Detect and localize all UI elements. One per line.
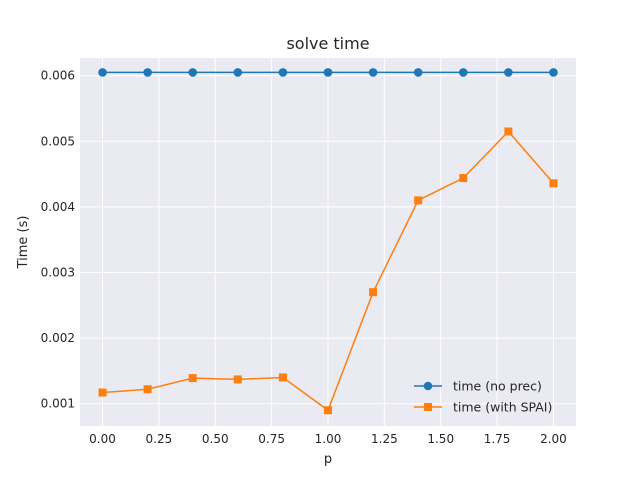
data-point xyxy=(504,127,513,136)
series-layer xyxy=(98,68,558,415)
data-point xyxy=(233,375,242,384)
x-tick-label: 1.00 xyxy=(315,432,342,446)
legend: time (no prec) time (with SPAI) xyxy=(414,379,552,415)
data-point xyxy=(143,68,152,77)
data-point xyxy=(323,68,333,77)
legend-marker xyxy=(423,381,433,391)
y-axis-ticks: 0.001 0.002 0.003 0.004 0.005 0.006 xyxy=(41,69,75,411)
legend-marker xyxy=(424,403,432,411)
data-point xyxy=(549,179,558,188)
data-point xyxy=(143,385,152,394)
x-axis-label: p xyxy=(324,452,332,467)
y-axis-label: Time (s) xyxy=(16,216,31,270)
chart-title: solve time xyxy=(286,34,369,53)
data-point xyxy=(368,68,378,77)
legend-label: time (no prec) xyxy=(453,379,542,394)
x-tick-label: 0.50 xyxy=(202,432,229,446)
data-point xyxy=(369,288,378,297)
data-point xyxy=(459,174,468,183)
y-tick-label: 0.004 xyxy=(41,200,75,214)
legend-label: time (with SPAI) xyxy=(453,400,552,415)
x-tick-label: 1.25 xyxy=(371,432,398,446)
data-point xyxy=(98,68,107,77)
data-point xyxy=(458,68,468,77)
data-point xyxy=(278,373,287,382)
y-tick-label: 0.003 xyxy=(41,266,75,280)
y-tick-label: 0.001 xyxy=(41,397,75,411)
data-point xyxy=(188,68,198,77)
data-point xyxy=(413,68,423,77)
x-tick-label: 1.75 xyxy=(484,432,511,446)
series-2 xyxy=(98,127,558,415)
data-point xyxy=(233,68,243,77)
data-point xyxy=(504,68,513,77)
data-point xyxy=(188,374,197,383)
y-tick-label: 0.006 xyxy=(41,69,75,83)
y-tick-label: 0.005 xyxy=(41,134,75,148)
data-point xyxy=(414,196,423,205)
x-tick-label: 0.00 xyxy=(89,432,116,446)
data-point xyxy=(278,68,288,77)
y-tick-label: 0.002 xyxy=(41,331,75,345)
x-tick-label: 1.50 xyxy=(427,432,454,446)
data-point xyxy=(549,68,558,77)
data-point xyxy=(324,406,332,415)
series-1 xyxy=(98,68,558,77)
x-axis-ticks: 0.00 0.25 0.50 0.75 1.00 1.25 1.50 1.75 2.00 xyxy=(89,432,567,446)
x-tick-label: 0.25 xyxy=(146,432,173,446)
data-point xyxy=(98,388,107,397)
legend-item: time (no prec) xyxy=(414,379,542,394)
x-tick-label: 2.00 xyxy=(540,432,567,446)
x-tick-label: 0.75 xyxy=(258,432,285,446)
legend-item: time (with SPAI) xyxy=(414,400,552,415)
